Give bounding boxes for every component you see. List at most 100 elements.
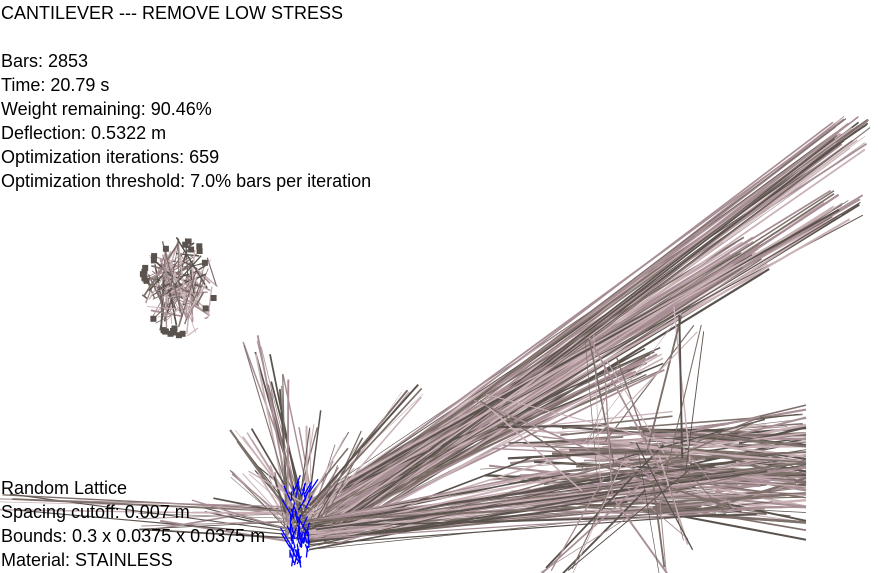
- support-arrow: [296, 544, 302, 564]
- fixed-support-markers: [279, 474, 319, 568]
- truss-bar: [678, 315, 684, 459]
- truss-bar: [308, 437, 364, 534]
- truss-bar: [320, 148, 866, 530]
- truss-bar: [695, 418, 758, 443]
- truss-bar: [586, 331, 698, 446]
- truss-bar: [291, 427, 318, 526]
- weight-remaining: Weight remaining: 90.46%: [1, 99, 212, 119]
- truss-bar: [157, 304, 196, 318]
- truss-bar: [681, 461, 807, 478]
- truss-bar: [629, 426, 807, 448]
- truss-bar: [611, 496, 668, 573]
- support-arrow: [295, 481, 300, 498]
- lattice-node: [179, 330, 186, 337]
- truss-bar: [141, 520, 303, 527]
- support-arrow: [308, 478, 319, 493]
- support-arrow: [279, 527, 291, 545]
- truss-bar: [614, 447, 720, 456]
- truss-bar: [165, 290, 197, 299]
- optimization-iterations: Optimization iterations: 659: [1, 147, 220, 167]
- truss-bar: [540, 488, 674, 573]
- truss-bar: [197, 288, 201, 291]
- truss-bar: [545, 444, 665, 569]
- truss-bar: [680, 463, 725, 513]
- truss-bar: [159, 301, 166, 331]
- truss-bar: [305, 208, 833, 520]
- truss-bar: [684, 331, 705, 475]
- truss-bar: [195, 291, 205, 306]
- truss-bar: [175, 237, 208, 289]
- truss-bar: [324, 218, 834, 545]
- truss-bar: [158, 286, 171, 298]
- truss-bar: [282, 373, 287, 523]
- lattice-node: [175, 332, 182, 339]
- lattice-node: [141, 268, 148, 275]
- truss-bar: [582, 311, 683, 444]
- truss-bar: [305, 425, 309, 531]
- truss-bar: [652, 485, 666, 568]
- truss-bar: [303, 261, 742, 506]
- truss-bar: [204, 316, 209, 320]
- truss-bar: [293, 383, 419, 524]
- truss-bar: [635, 442, 694, 551]
- lattice-node: [188, 246, 195, 253]
- lattice-node: [185, 238, 192, 245]
- deflection: Deflection: 0.5322 m: [1, 123, 167, 143]
- truss-bar: [628, 445, 803, 463]
- truss-bar: [161, 241, 183, 318]
- truss-bar: [567, 467, 693, 571]
- truss-bar: [335, 357, 647, 510]
- truss-bar: [658, 494, 667, 573]
- truss-bar: [165, 286, 198, 322]
- lattice-node: [142, 264, 149, 271]
- support-arrow: [304, 491, 309, 498]
- lattice-node: [196, 248, 203, 254]
- truss-bar: [307, 470, 549, 523]
- truss-bar: [593, 334, 601, 487]
- truss-bar: [307, 250, 755, 502]
- truss-bar: [337, 127, 871, 532]
- truss-bar: [675, 477, 807, 488]
- truss-bar: [587, 335, 659, 466]
- truss-bar: [187, 327, 199, 337]
- truss-bar: [321, 142, 840, 540]
- support-arrow: [305, 522, 311, 535]
- truss-bar: [299, 208, 840, 511]
- truss-bar: [327, 124, 859, 514]
- spacer: [1, 25, 371, 49]
- truss-bar: [603, 360, 613, 498]
- truss-bar: [645, 315, 683, 456]
- truss-bar: [664, 468, 684, 541]
- truss-bar: [702, 418, 807, 432]
- truss-bar: [138, 513, 297, 520]
- truss-bar: [629, 451, 807, 461]
- lattice-node: [170, 327, 176, 334]
- truss-bar: [286, 379, 290, 543]
- truss-bar: [273, 476, 287, 514]
- truss-bar: [187, 284, 207, 314]
- truss-bar: [330, 193, 840, 532]
- truss-bar: [736, 506, 807, 509]
- support-arrow: [296, 485, 302, 495]
- truss-bar: [486, 405, 583, 492]
- support-arrow: [305, 545, 309, 558]
- lattice-node: [151, 253, 158, 260]
- lattice-bounds: Bounds: 0.3 x 0.0375 x 0.0375 m: [1, 526, 266, 546]
- lattice-type: Random Lattice: [1, 478, 128, 498]
- truss-bar: [640, 460, 806, 499]
- support-arrow: [290, 523, 296, 540]
- truss-bar: [164, 251, 168, 328]
- truss-bar: [610, 467, 799, 473]
- support-arrow: [290, 533, 296, 549]
- lattice-node: [202, 305, 209, 312]
- truss-bar: [473, 399, 663, 482]
- truss-bar: [588, 339, 615, 467]
- lattice-node: [150, 315, 157, 322]
- support-arrow: [296, 515, 307, 532]
- support-arrow: [304, 481, 313, 495]
- bars-count: Bars: 2853: [1, 51, 89, 71]
- lattice-node: [162, 245, 169, 252]
- truss-bar: [191, 300, 204, 311]
- truss-bar: [207, 286, 213, 318]
